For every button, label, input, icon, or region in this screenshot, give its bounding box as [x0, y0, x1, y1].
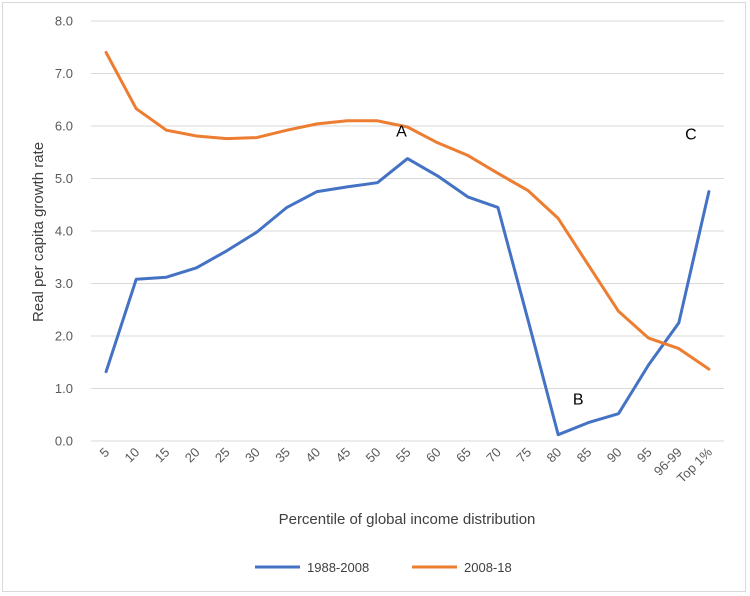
y-tick-label: 2.0	[55, 329, 73, 344]
legend: 1988-2008 2008-18	[255, 560, 512, 575]
annotation-B: B	[573, 392, 584, 409]
x-tick-label: 50	[363, 445, 384, 466]
series-line-1988-2008	[104, 157, 711, 437]
y-axis-ticks: 0.0 1.0 2.0 3.0 4.0 5.0 6.0 7.0 8.0	[55, 14, 73, 449]
y-tick-label: 0.0	[55, 434, 73, 449]
x-tick-label: 90	[604, 445, 625, 466]
x-tick-label: 30	[242, 445, 263, 466]
x-tick-label: 10	[121, 445, 142, 466]
x-tick-label: 20	[182, 445, 203, 466]
x-tick-label: 45	[332, 445, 353, 466]
x-axis-title: Percentile of global income distribution	[279, 511, 536, 528]
y-tick-label: 3.0	[55, 276, 73, 291]
x-tick-label: 65	[453, 445, 474, 466]
x-tick-label: 75	[513, 445, 534, 466]
legend-label-1988-2008: 1988-2008	[307, 560, 369, 575]
y-axis-title: Real per capita growth rate	[30, 142, 47, 322]
x-tick-label: 80	[543, 445, 564, 466]
y-tick-label: 7.0	[55, 66, 73, 81]
x-tick-label: 5	[96, 445, 112, 461]
legend-label-2008-18: 2008-18	[464, 560, 512, 575]
x-tick-label: 25	[212, 445, 233, 466]
annotation-A: A	[396, 124, 407, 141]
y-tick-label: 8.0	[55, 14, 73, 29]
series-lines	[104, 51, 711, 437]
x-tick-label: 85	[574, 445, 595, 466]
x-tick-label: 55	[393, 445, 414, 466]
gridlines	[91, 20, 724, 442]
annotations: A B C	[396, 124, 697, 409]
x-tick-label: 35	[272, 445, 293, 466]
y-tick-label: 4.0	[55, 224, 73, 239]
x-axis-ticks: 5 10 15 20 25 30 35 40 45 50 55 60 65 70 75 80 85 90 9596-…	[96, 444, 715, 486]
y-tick-label: 5.0	[55, 171, 73, 186]
x-tick-label: 95	[634, 445, 655, 466]
series-line-2008-18	[104, 51, 711, 371]
x-tick-label: 60	[423, 445, 444, 466]
y-tick-label: 6.0	[55, 119, 73, 134]
x-tick-label: 15	[152, 445, 173, 466]
x-tick-label: 40	[302, 445, 323, 466]
annotation-C: C	[685, 127, 697, 144]
x-tick-label: 70	[483, 445, 504, 466]
y-tick-label: 1.0	[55, 381, 73, 396]
